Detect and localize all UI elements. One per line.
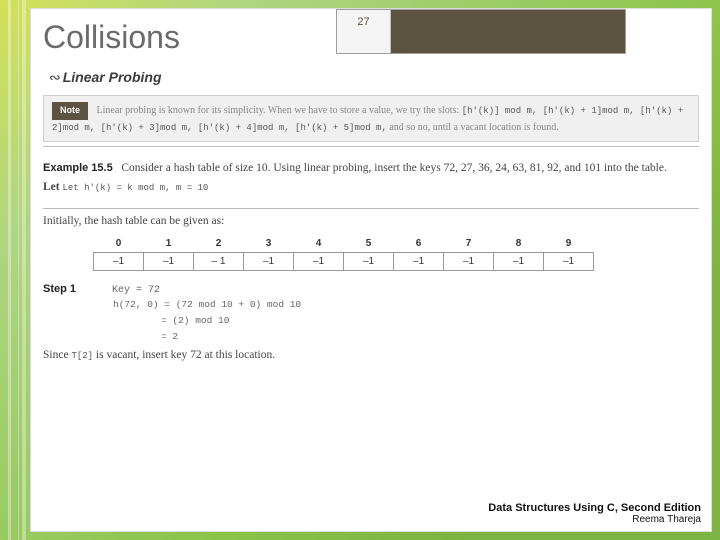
since-line: Since T[2] is vacant, insert key 72 at t… [43,349,699,361]
table-header: 5 [344,235,394,253]
note-label: Note [52,102,88,120]
title-badge: 27 [336,9,626,54]
page-number-box: 27 [337,10,391,53]
divider [43,146,699,147]
table-header: 1 [144,235,194,253]
calc-line: h(72, 0) = (72 mod 10 + 0) mod 10 [113,297,699,313]
footer-book: Data Structures Using C, Second Edition [488,502,701,514]
table-header: 3 [244,235,294,253]
table-cell: – 1 [194,252,244,270]
hash-table: 0 1 2 3 4 5 6 7 8 9 –1 –1 – 1 –1 –1 [93,235,594,271]
table-header: 2 [194,235,244,253]
page-number: 27 [357,16,369,28]
footer: Data Structures Using C, Second Edition … [488,502,701,525]
table-cell: –1 [394,252,444,270]
table-cell: –1 [144,252,194,270]
page-title: Collisions [43,19,180,56]
section-subtitle: ∾ Linear Probing [49,69,162,87]
table-header: 8 [494,235,544,253]
table-header: 7 [444,235,494,253]
table-cell: –1 [94,252,144,270]
table-header: 4 [294,235,344,253]
note-line-tail: and so no, until a vacant location is fo… [389,122,558,133]
step-key: Key = 72 [112,285,160,296]
table-header: 6 [394,235,444,253]
calc-line: = (2) mod 10 [161,313,699,329]
note-box: Note Linear probing is known for its sim… [43,95,699,142]
table-header: 9 [544,235,594,253]
bullet-icon: ∾ [49,71,59,86]
table-row: –1 –1 – 1 –1 –1 –1 –1 –1 –1 –1 [94,252,594,270]
hash-table-wrap: 0 1 2 3 4 5 6 7 8 9 –1 –1 – 1 –1 –1 [93,235,699,271]
table-cell: –1 [494,252,544,270]
table-cell: –1 [294,252,344,270]
table-cell: –1 [544,252,594,270]
let-expr: Let h'(k) = k mod m, m = 10 [62,183,208,193]
footer-author: Reema Thareja [488,514,701,525]
subtitle-text: Linear Probing [63,69,162,85]
example-let: Let Let h'(k) = k mod m, m = 10 [43,181,208,193]
initially-text: Initially, the hash table can be given a… [43,215,699,227]
calc-line: = 2 [161,329,699,345]
step-label: Step 1 [43,283,76,295]
table-header: 0 [94,235,144,253]
divider [43,208,699,209]
step-block: Step 1 Key = 72 h(72, 0) = (72 mod 10 + … [43,279,699,361]
note-line-intro: Linear probing is known for its simplici… [97,105,460,116]
table-cell: –1 [444,252,494,270]
table-cell: –1 [344,252,394,270]
table-cell: –1 [244,252,294,270]
table-header-row: 0 1 2 3 4 5 6 7 8 9 [94,235,594,253]
slide-frame: 27 Collisions ∾Linear Probing Note Linea… [30,8,712,532]
example-label: Example 15.5 [43,162,113,174]
example-statement: Consider a hash table of size 10. Using … [121,162,667,174]
content-area: Note Linear probing is known for its sim… [43,95,699,361]
example-block: Example 15.5 Consider a hash table of si… [43,159,699,202]
